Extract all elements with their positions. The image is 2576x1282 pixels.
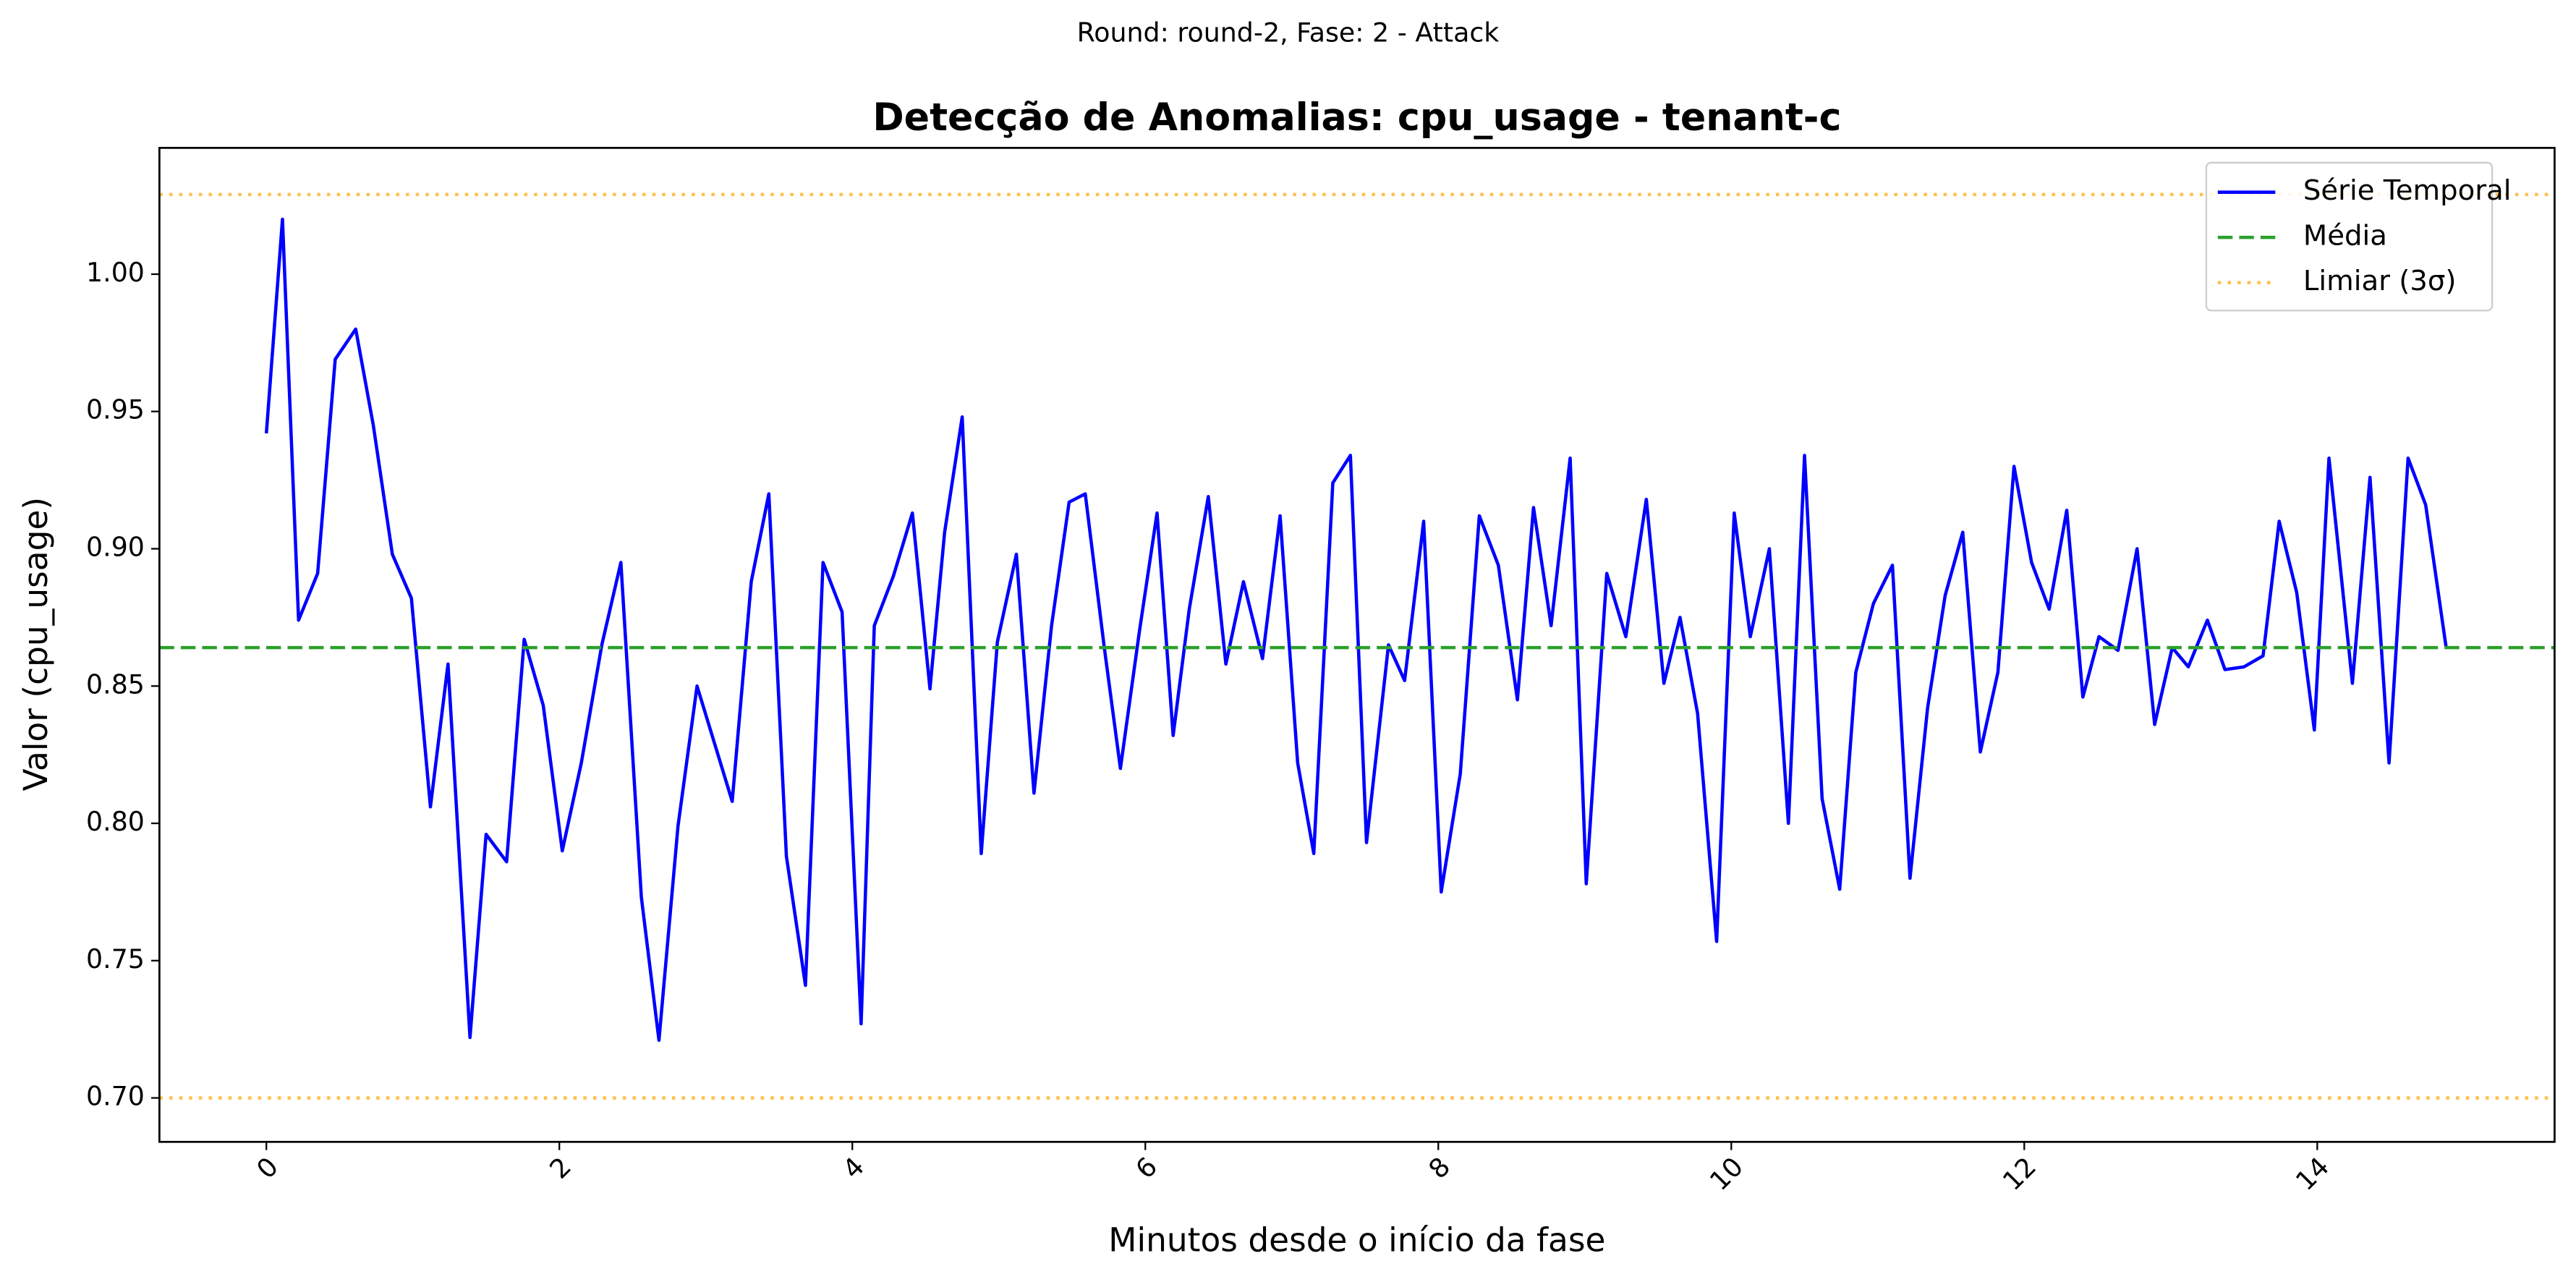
y-tick-label: 1.00	[86, 257, 145, 288]
legend-label: Média	[2303, 220, 2387, 252]
y-tick-label: 0.85	[86, 668, 145, 700]
legend-box	[2205, 161, 2494, 312]
y-tick-label: 0.90	[86, 532, 145, 563]
y-axis-label: Valor (cpu_usage)	[17, 497, 55, 791]
suptitle: Round: round-2, Fase: 2 - Attack	[1077, 17, 1500, 48]
legend-label: Limiar (3σ)	[2303, 265, 2456, 297]
y-tick-label: 0.70	[86, 1081, 145, 1112]
y-tick-label: 0.80	[86, 806, 145, 837]
y-tick-label: 0.75	[86, 943, 145, 975]
y-tick-label: 0.95	[86, 394, 145, 425]
x-axis-label: Minutos desde o início da fase	[1108, 1221, 1605, 1259]
chart-title: Detecção de Anomalias: cpu_usage - tenan…	[872, 96, 1841, 140]
legend-label: Série Temporal	[2303, 174, 2512, 207]
plot-frame	[158, 147, 2556, 1143]
